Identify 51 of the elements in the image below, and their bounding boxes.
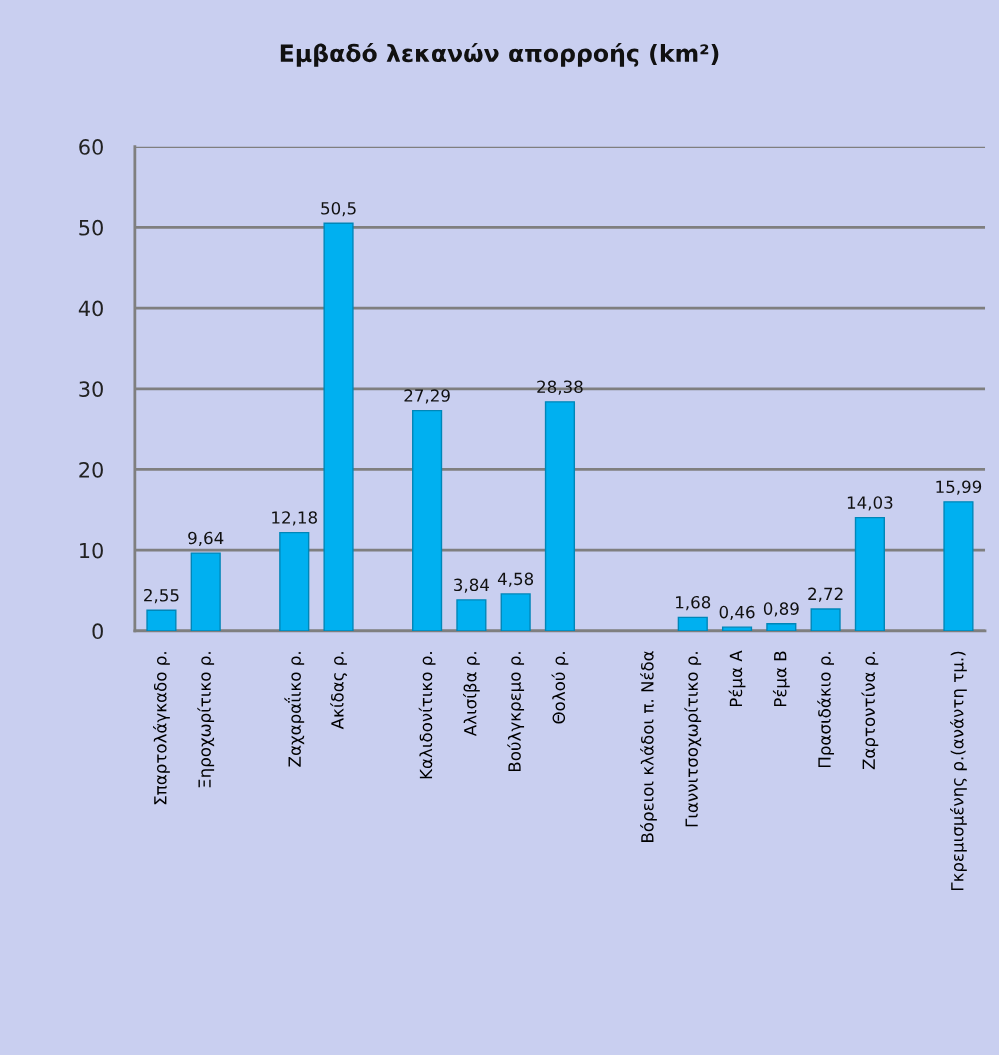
y-tick-label: 60: [79, 139, 103, 155]
y-tick-label: 30: [79, 381, 103, 397]
data-label: 0,46: [719, 605, 755, 621]
bar: [146, 609, 177, 631]
bar: [943, 501, 974, 631]
x-tick-label: Ξηροχωρίτικο ρ.: [197, 652, 215, 788]
x-tick-label: Ζαρτοντίνα ρ.: [861, 652, 879, 770]
data-label: 27,29: [404, 389, 450, 404]
bar: [456, 599, 487, 631]
bar: [721, 626, 753, 631]
y-tick-label: 50: [79, 219, 103, 236]
data-label: 14,03: [847, 496, 893, 511]
data-label: 28,38: [537, 380, 583, 395]
x-tick-label: Γιαννιτσοχωρίτικο ρ.: [684, 652, 702, 827]
y-tick-label: 40: [78, 300, 103, 317]
y-tick-label: 10: [80, 542, 103, 559]
data-label: 15,99: [936, 480, 982, 495]
x-tick-label: Ρέμα Β: [772, 651, 790, 707]
bar: [500, 593, 531, 631]
bar: [544, 401, 576, 631]
data-label: 9,64: [188, 531, 224, 546]
bar: [412, 409, 443, 631]
bar: [766, 623, 797, 631]
data-label: 0,89: [763, 602, 799, 617]
x-tick-label: Θολού ρ.: [551, 652, 569, 724]
x-tick-label: Ζαχαραΐικο ρ.: [284, 652, 305, 767]
x-tick-label: Σπαρτολάγκαδο ρ.: [153, 652, 170, 805]
data-label: 2,55: [144, 588, 179, 604]
bar: [854, 516, 885, 631]
data-label: 1,68: [676, 595, 711, 611]
x-tick-label: Πρασιδάκιο ρ.: [817, 652, 835, 768]
chart-title: Εμβαδό λεκανών απορροής (km²): [280, 42, 719, 67]
data-label: 3,84: [454, 578, 489, 593]
x-tick-label: Ρέμα Α: [728, 650, 746, 707]
bar: [323, 222, 354, 631]
x-tick-label: Βόρειοι κλάδοι π. Νέδα: [640, 651, 657, 842]
x-tick-label: Ακίδας ρ.: [330, 652, 347, 730]
data-label: 50,5: [321, 201, 356, 217]
y-tick-label: 0: [92, 623, 103, 640]
x-tick-label: Βούλγκρεμο ρ.: [507, 652, 525, 772]
bar: [190, 552, 221, 631]
x-tick-label: Καλιδονίτικο ρ.: [418, 652, 436, 779]
data-label: 2,72: [808, 587, 843, 602]
bar: [810, 608, 841, 631]
bar: [677, 616, 708, 631]
y-tick-label: 20: [79, 461, 103, 478]
bar: [279, 531, 310, 631]
data-label: 12,18: [272, 511, 317, 526]
x-tick-label: Αλισίβα ρ.: [462, 652, 480, 737]
data-label: 4,58: [497, 572, 534, 587]
x-tick-label: Γκρεμισμένης ρ.(ανάντη τμ.): [950, 651, 967, 891]
